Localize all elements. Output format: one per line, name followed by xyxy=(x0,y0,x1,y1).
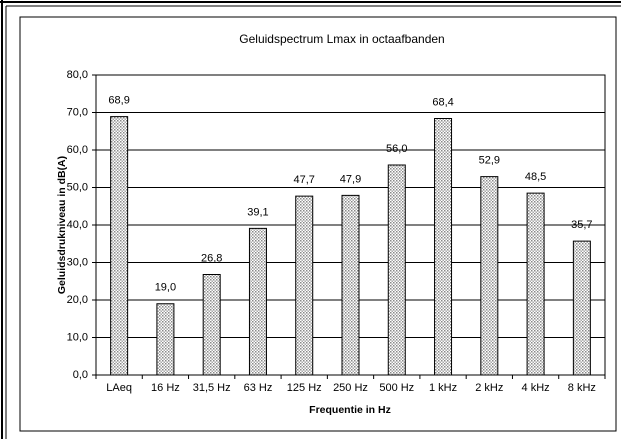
y-tick-label: 50,0 xyxy=(67,181,88,193)
y-tick-label: 40,0 xyxy=(67,219,88,231)
x-tick-label: 8 kHz xyxy=(568,382,596,394)
x-axis-title: Frequentie in Hz xyxy=(309,404,391,416)
bar xyxy=(434,118,453,376)
chart-area xyxy=(19,16,617,432)
y-axis-title: Geluidsdrukniveau in dB(A) xyxy=(56,156,68,294)
bar xyxy=(480,176,499,376)
data-label: 52,9 xyxy=(479,155,500,167)
x-tick-label: 250 Hz xyxy=(333,382,368,394)
chart-title: Geluidspectrum Lmax in octaafbanden xyxy=(239,32,444,46)
data-label: 26,8 xyxy=(201,252,222,264)
data-label: 68,4 xyxy=(432,96,453,108)
bar xyxy=(295,195,314,376)
y-tick-label: 30,0 xyxy=(67,256,88,268)
data-label: 47,7 xyxy=(294,174,315,186)
bar xyxy=(156,303,175,376)
x-tick-label: LAeq xyxy=(106,382,132,394)
bar xyxy=(572,240,591,376)
bar xyxy=(202,274,221,376)
y-tick-label: 80,0 xyxy=(67,69,88,81)
y-tick-label: 20,0 xyxy=(67,294,88,306)
data-label: 56,0 xyxy=(386,143,407,155)
y-tick-label: 60,0 xyxy=(67,144,88,156)
data-label: 47,9 xyxy=(340,173,361,185)
x-tick-label: 500 Hz xyxy=(379,382,414,394)
bar xyxy=(526,192,545,376)
data-label: 35,7 xyxy=(571,219,592,231)
x-tick-label: 4 kHz xyxy=(522,382,550,394)
bar xyxy=(248,227,267,376)
data-label: 68,9 xyxy=(108,95,129,107)
y-tick-label: 0,0 xyxy=(73,369,88,381)
y-tick-label: 70,0 xyxy=(67,106,88,118)
data-label: 19,0 xyxy=(155,282,176,294)
data-label: 48,5 xyxy=(525,171,546,183)
x-tick-label: 2 kHz xyxy=(475,382,503,394)
x-tick-label: 1 kHz xyxy=(429,382,457,394)
bar xyxy=(341,194,360,376)
y-tick-label: 10,0 xyxy=(67,331,88,343)
x-tick-label: 16 Hz xyxy=(151,382,180,394)
bar xyxy=(110,116,129,376)
data-label: 39,1 xyxy=(247,206,268,218)
x-tick-label: 125 Hz xyxy=(287,382,322,394)
x-tick-label: 63 Hz xyxy=(244,382,273,394)
bar xyxy=(387,164,406,376)
x-tick-label: 31,5 Hz xyxy=(193,382,231,394)
